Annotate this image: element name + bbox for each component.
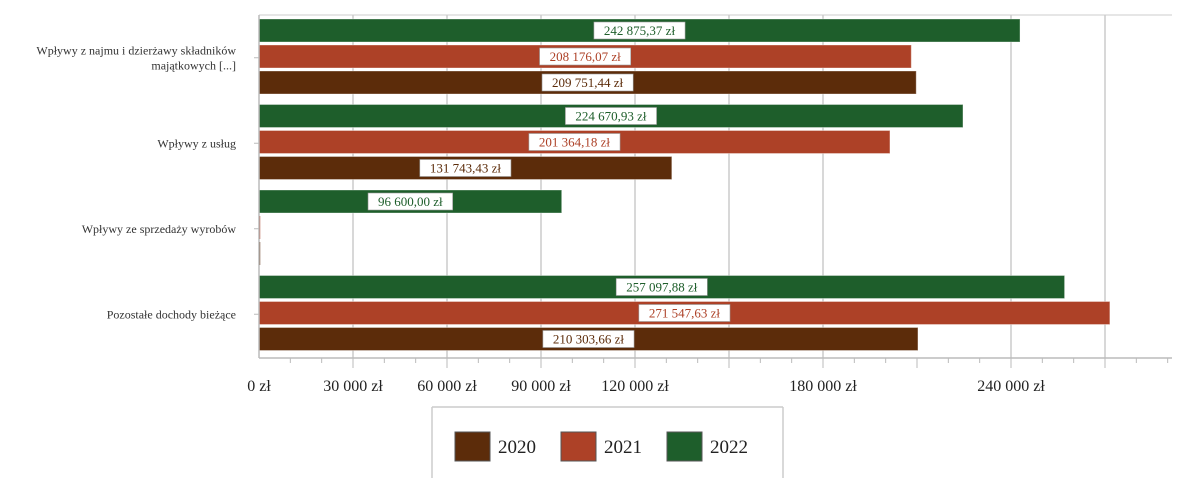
data-label-box bbox=[367, 192, 453, 211]
bar-series: 242 875,37 zł 208 176,07 zł 209 751,44 zł 2… bbox=[258, 18, 1111, 351]
data-label: 271 547,63 zł bbox=[649, 306, 721, 321]
category-label: Wpływy z usług bbox=[157, 136, 236, 150]
x-tick-label: 180 000 zł bbox=[789, 378, 857, 395]
data-label-box bbox=[541, 73, 634, 92]
data-label-box bbox=[542, 330, 635, 348]
x-tick-label: 60 000 zł bbox=[417, 378, 477, 395]
data-label-box bbox=[593, 21, 686, 40]
data-label-box bbox=[615, 278, 708, 296]
data-label: 131 743,43 zł bbox=[430, 161, 502, 176]
x-tick-label: 0 zł bbox=[247, 378, 271, 395]
legend-label-2021: 2021 bbox=[604, 437, 642, 458]
data-label: 257 097,88 zł bbox=[626, 280, 698, 295]
legend-swatch-2021 bbox=[560, 431, 597, 462]
data-label-box bbox=[419, 159, 512, 177]
data-label: 96 600,00 zł bbox=[378, 194, 443, 209]
category-label: Wpływy z najmu i dzierżawy składników bbox=[36, 43, 236, 57]
legend-label-2022: 2022 bbox=[710, 437, 748, 458]
data-label: 224 670,93 zł bbox=[575, 109, 647, 124]
category-label: Pozostałe dochody bieżące bbox=[107, 307, 236, 321]
x-tick-label: 120 000 zł bbox=[601, 378, 669, 395]
legend: 2020 2021 2022 bbox=[431, 406, 784, 478]
legend-swatch-2022 bbox=[666, 431, 703, 462]
data-label: 210 303,66 zł bbox=[553, 332, 625, 347]
category-labels: Wpływy z najmu i dzierżawy składnikówmaj… bbox=[36, 43, 236, 321]
data-label-box bbox=[539, 47, 632, 66]
category-label: majątkowych [...] bbox=[151, 58, 236, 72]
x-tick-label: 30 000 zł bbox=[323, 378, 383, 395]
legend-label-2020: 2020 bbox=[498, 437, 536, 458]
x-tick-label: 240 000 zł bbox=[977, 378, 1045, 395]
axes bbox=[254, 15, 1172, 368]
legend-swatch-2020 bbox=[454, 431, 491, 462]
x-tick-label: 90 000 zł bbox=[511, 378, 571, 395]
data-label: 208 176,07 zł bbox=[550, 49, 622, 64]
data-label: 242 875,37 zł bbox=[604, 23, 676, 38]
data-label-box bbox=[638, 304, 731, 322]
category-label: Wpływy ze sprzedaży wyrobów bbox=[82, 222, 237, 236]
data-label-box bbox=[565, 107, 657, 125]
x-tick-labels: 0 zł 30 000 zł 60 000 zł 90 000 zł 120 000 z… bbox=[247, 378, 1045, 395]
data-label: 209 751,44 zł bbox=[552, 75, 624, 90]
data-label-box bbox=[528, 133, 621, 151]
data-label: 201 364,18 zł bbox=[539, 135, 611, 150]
